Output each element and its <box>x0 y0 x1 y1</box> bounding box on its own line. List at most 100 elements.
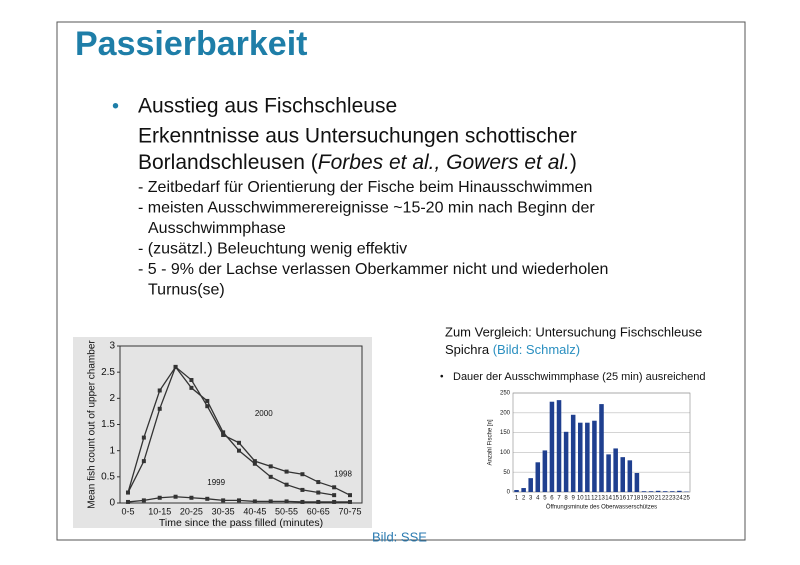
point <box>268 474 273 479</box>
x-tick-label: 3 <box>529 496 533 502</box>
bar <box>641 491 647 492</box>
x-tick-label: 20-25 <box>180 506 203 516</box>
y-tick-label: 1.5 <box>101 419 115 430</box>
x-tick-label: 21 <box>655 496 662 502</box>
subpoint-line: - (zusätzl.) Beleuchtung wenig effektiv <box>138 241 407 258</box>
x-tick-label: 8 <box>564 496 568 502</box>
point <box>237 440 241 445</box>
y-tick-label: 3 <box>109 341 115 352</box>
series-label: 2000 <box>255 409 273 418</box>
slide-title: Passierbarkeit <box>75 25 308 63</box>
x-tick-label: 16 <box>619 496 626 502</box>
y-tick-label: 0.5 <box>101 471 115 482</box>
series-line <box>127 365 335 496</box>
point <box>252 459 257 464</box>
point <box>316 499 321 504</box>
subpoints: - Zeitbedarf für Orientierung der Fische… <box>138 179 608 299</box>
x-tick-label: 0-5 <box>121 506 134 516</box>
x-tick-label: 5 <box>543 496 547 502</box>
bar <box>542 450 548 492</box>
point <box>284 482 289 487</box>
point <box>189 385 194 390</box>
x-tick-label: 23 <box>669 496 676 502</box>
x-tick-label: 24 <box>676 496 683 502</box>
caption: Zum Vergleich: Untersuchung Fischschleus… <box>445 324 702 339</box>
point <box>300 472 305 477</box>
citation: Forbes et al., Gowers et al. <box>318 151 570 174</box>
x-tick-label: 12 <box>591 496 598 502</box>
point <box>205 404 210 409</box>
text: Borlandschleusen ( <box>138 151 318 174</box>
bar <box>648 491 654 492</box>
bar <box>535 462 541 492</box>
y-axis-title: Mean fish count out of upper chamber <box>87 340 98 509</box>
bar <box>606 454 611 492</box>
bar <box>662 491 668 492</box>
x-tick-label: 22 <box>662 496 669 502</box>
bar <box>514 490 519 492</box>
bar <box>599 404 604 492</box>
x-tick-label: 2 <box>522 496 526 502</box>
point <box>126 499 130 504</box>
point <box>348 493 352 498</box>
point <box>252 461 257 466</box>
point <box>141 459 146 464</box>
bullet-dot: • <box>440 372 444 383</box>
y-tick-label: 0 <box>507 490 511 496</box>
point <box>205 496 210 501</box>
x-tick-label: 18 <box>634 496 641 502</box>
point <box>300 487 305 492</box>
y-tick-label: 1 <box>109 445 115 456</box>
x-tick-label: 9 <box>572 496 576 502</box>
x-tick-label: 10-15 <box>148 506 171 516</box>
bar <box>634 472 640 492</box>
y-tick-label: 250 <box>500 391 511 397</box>
point <box>205 398 210 403</box>
x-tick-label: 4 <box>536 496 540 502</box>
point <box>300 499 305 504</box>
x-tick-label: 10 <box>577 496 584 502</box>
chart-bg <box>483 387 700 516</box>
bar <box>577 422 583 492</box>
bar <box>556 400 562 492</box>
point <box>141 498 146 503</box>
bullet-heading: Ausstieg aus Fischschleuse <box>138 95 397 118</box>
x-tick-label: 6 <box>550 496 554 502</box>
point <box>173 364 178 369</box>
point <box>237 448 241 453</box>
x-axis-title: Time since the pass filled (minutes) <box>159 517 323 529</box>
point <box>268 499 273 504</box>
subpoint-line: Turnus(se) <box>148 282 225 299</box>
point <box>126 490 130 495</box>
x-tick-label: 1 <box>515 496 519 502</box>
image-credit: (Bild: Schmalz) <box>493 342 580 357</box>
point <box>189 495 194 500</box>
y-tick-label: 2.5 <box>101 367 115 378</box>
bar <box>528 478 533 492</box>
x-tick-label: 11 <box>584 496 591 502</box>
text: Spichra <box>445 342 490 357</box>
bar <box>655 490 661 492</box>
point <box>316 490 321 495</box>
bar <box>677 490 682 492</box>
point <box>332 485 337 490</box>
x-tick-label: 25 <box>683 496 690 502</box>
x-tick-label: 7 <box>557 496 561 502</box>
point <box>141 435 146 440</box>
bar <box>549 401 555 492</box>
x-tick-label: 40-45 <box>243 506 266 516</box>
point <box>252 499 257 504</box>
bar <box>570 414 576 492</box>
x-tick-label: 20 <box>648 496 655 502</box>
bar <box>627 460 633 492</box>
bar <box>563 431 569 492</box>
x-tick-label: 13 <box>598 496 605 502</box>
slide-border <box>56 21 746 541</box>
caption: Spichra (Bild: Schmalz) <box>445 342 580 357</box>
y-tick-label: 100 <box>500 450 511 456</box>
point <box>237 498 241 503</box>
subpoint-line: - Zeitbedarf für Orientierung der Fische… <box>138 179 592 196</box>
y-tick-label: 2 <box>109 393 115 404</box>
